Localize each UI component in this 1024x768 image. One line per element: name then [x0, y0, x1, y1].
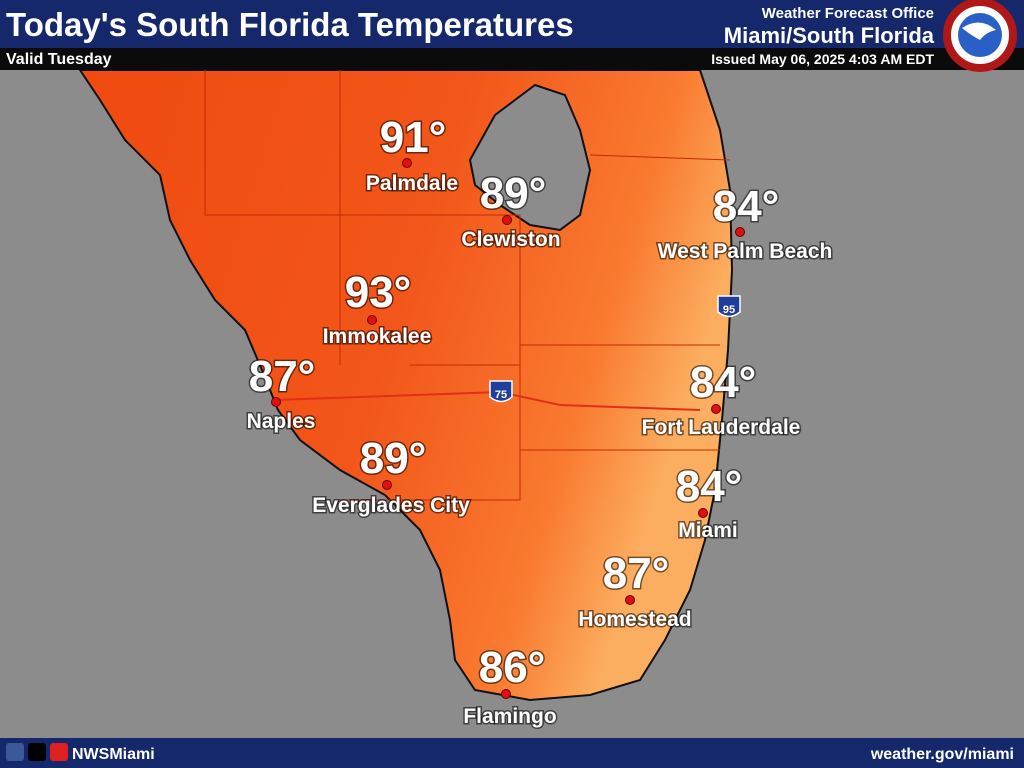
highway-label: 75: [495, 389, 507, 401]
interstate-shield: 75: [489, 380, 513, 403]
footer-url: weather.gov/miami: [870, 746, 1014, 763]
city-name: Everglades City: [312, 494, 470, 517]
interstate-75: [274, 390, 701, 411]
temperature: 84°: [676, 462, 743, 511]
subheader-bar: [0, 48, 1024, 70]
temperature: 91°: [380, 113, 447, 162]
city-dot: [367, 315, 377, 325]
temperature: 84°: [690, 358, 757, 407]
header-bar: [0, 0, 1024, 48]
highway-label: 95: [723, 304, 735, 316]
city-dot: [402, 158, 412, 168]
city-name: Naples: [247, 410, 316, 433]
x-icon[interactable]: [28, 743, 46, 761]
city-dot: [711, 404, 721, 414]
issued: Issued May 06, 2025 4:03 AM EDT: [711, 51, 934, 67]
nws-logo: [943, 0, 1017, 72]
facebook-icon[interactable]: [6, 743, 24, 761]
city-dot: [625, 595, 635, 605]
region: Miami/South Florida: [724, 23, 935, 48]
city-dot: [502, 215, 512, 225]
land: [78, 69, 734, 702]
temperature: 86°: [479, 643, 546, 692]
city-name: Flamingo: [463, 705, 556, 728]
title: Today's South Florida Temperatures: [6, 6, 574, 43]
city-dot: [271, 397, 281, 407]
city-name: West Palm Beach: [658, 240, 833, 263]
city-dot: [501, 689, 511, 699]
city-name: Clewiston: [461, 228, 560, 251]
temperature: 89°: [480, 169, 547, 218]
temperature: 87°: [603, 549, 670, 598]
city-name: Fort Lauderdale: [642, 416, 801, 439]
city-dot: [382, 480, 392, 490]
city-name: Miami: [678, 519, 738, 542]
interstate-shield: 95: [717, 295, 741, 318]
lake-okeechobee: [468, 83, 592, 232]
temperature: 89°: [360, 434, 427, 483]
city-name: Immokalee: [323, 325, 432, 348]
subtitle: Valid Tuesday: [6, 51, 112, 68]
city-name: Palmdale: [366, 172, 458, 195]
temperature: 87°: [249, 352, 316, 401]
city-name: Homestead: [578, 608, 691, 631]
temperature: 93°: [345, 268, 412, 317]
office: Weather Forecast Office: [762, 5, 934, 22]
footer-bar: [0, 738, 1024, 768]
youtube-icon[interactable]: [50, 743, 68, 761]
city-dot: [735, 227, 745, 237]
temperature: 84°: [713, 182, 780, 231]
city-dot: [698, 508, 708, 518]
social-handle: NWSMiami: [72, 746, 155, 763]
city-labels: 91° Palmdale 89° Clewiston 84° West Palm Beac…: [245, 112, 834, 730]
